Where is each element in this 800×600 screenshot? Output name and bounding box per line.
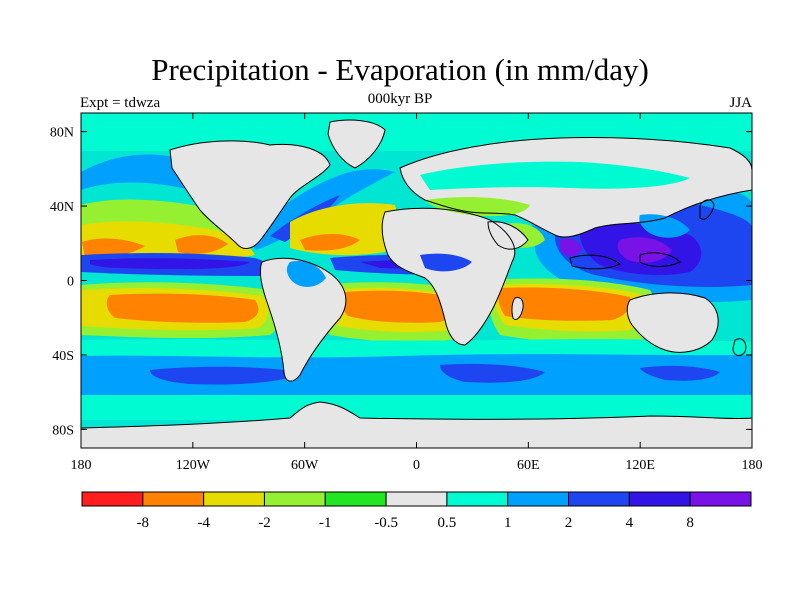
land-antarctica (81, 402, 752, 448)
colorbar-swatch (203, 491, 265, 507)
contour-region (560, 238, 582, 256)
colorbar-swatch (385, 491, 448, 507)
coastline (169, 140, 331, 249)
colorbar-label: -2 (258, 515, 271, 531)
x-tick-label: 60W (291, 458, 319, 473)
contour-region (82, 238, 145, 258)
land-greenland (328, 120, 385, 168)
colorbar-swatch (689, 491, 752, 507)
coastline (381, 207, 516, 346)
contour-region (341, 290, 456, 323)
colorbar-label: 0.5 (438, 515, 457, 531)
coastline (569, 254, 621, 270)
colorbar-swatch (507, 491, 570, 507)
coastline (511, 297, 524, 321)
colorbar-swatch (324, 491, 387, 507)
chart-title: Precipitation - Evaporation (in mm/day) (151, 52, 649, 87)
colorbar-label: 1 (504, 515, 512, 531)
contour-region (106, 293, 259, 323)
y-tick-label: 80S (52, 423, 74, 438)
colorbar-swatch (142, 491, 205, 507)
colorbar-swatch (263, 491, 326, 507)
colorbar-label: -1 (319, 515, 332, 531)
contour-region (420, 161, 690, 190)
colorbar-label: -0.5 (374, 515, 398, 531)
season-label: JJA (729, 95, 752, 111)
x-tick-label: 120E (625, 458, 655, 473)
x-tick-label: 0 (413, 458, 420, 473)
colorbar-label: 8 (686, 515, 694, 531)
land-africa (382, 208, 515, 345)
chart-subtitle: 000kyr BP (367, 91, 433, 107)
land-australia (627, 292, 719, 353)
coastline (259, 257, 347, 382)
land-madagascar (511, 297, 524, 320)
experiment-label: Expt = tdwza (80, 95, 161, 111)
colorbar-swatch (628, 491, 691, 507)
contour-region (175, 235, 228, 254)
land-south-america (260, 258, 346, 382)
coastline (487, 221, 529, 250)
x-tick-label: 180 (742, 458, 763, 473)
contour-region (81, 339, 752, 358)
contour-region (440, 363, 545, 383)
contour-region (498, 287, 631, 321)
contour-region (639, 214, 690, 238)
colorbar-swatch (446, 491, 509, 507)
contour-region (425, 197, 530, 217)
x-tick-label: 60E (517, 458, 540, 473)
coastline (732, 338, 747, 356)
colorbar-label: 4 (626, 515, 634, 531)
colorbar-swatch (568, 491, 630, 507)
y-tick-label: 40S (52, 349, 74, 364)
contour-fill (81, 113, 752, 448)
contour-region (640, 365, 720, 381)
colorbar: -8 -4 -2 -1 -0.5 0.5 1 2 4 8 (81, 491, 752, 531)
map-panel (80, 112, 753, 449)
contour-region (420, 253, 472, 272)
colorbar-swatch (81, 491, 144, 507)
land-north-america (170, 140, 330, 249)
contour-region (286, 260, 326, 287)
y-tick-label: 80N (50, 126, 74, 141)
map-axes: 180 120W 60W 0 60E 120E 180 80N 40N 0 40S 80S (50, 113, 763, 473)
colorbar-label: -8 (137, 515, 150, 531)
coastlines (81, 119, 752, 429)
x-tick-label: 120W (176, 458, 211, 473)
contour-region (81, 154, 275, 225)
coastline (639, 252, 681, 267)
contour-region (81, 395, 752, 420)
contour-region (90, 258, 250, 270)
coastline (399, 137, 752, 238)
coastline (626, 292, 719, 353)
y-tick-label: 40N (50, 200, 74, 215)
x-tick-label: 180 (71, 458, 92, 473)
colorbar-label: -4 (197, 515, 210, 531)
coastline (327, 119, 386, 169)
coastline (699, 199, 715, 220)
colorbar-label: 2 (565, 515, 573, 531)
contour-region (617, 237, 672, 263)
y-tick-label: 0 (67, 275, 74, 290)
contour-region (300, 234, 360, 251)
contour-region (150, 366, 300, 385)
coastline (81, 401, 752, 429)
